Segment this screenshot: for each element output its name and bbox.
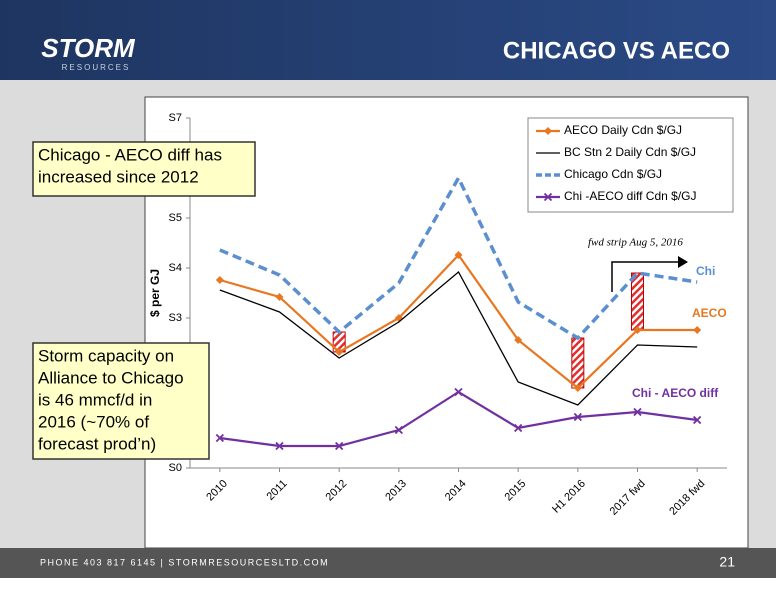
y-axis-label: $ per GJ: [148, 269, 162, 317]
callout-text: Chicago - AECO diff has: [38, 145, 222, 164]
callout-text: 2016 (~70% of: [38, 412, 149, 431]
footer-bar: [0, 548, 776, 578]
legend-marker: [543, 192, 553, 202]
series-line: [219, 174, 698, 341]
point: [693, 326, 702, 334]
series-line: [219, 270, 698, 406]
point: [693, 415, 702, 425]
fwd-arrow: [611, 261, 680, 292]
point: [275, 441, 284, 451]
legend-marker: [544, 127, 552, 135]
point: [573, 412, 582, 422]
point: [633, 407, 642, 417]
callout-box: [32, 141, 256, 197]
slide-title: CHICAGO VS AECO: [503, 37, 730, 64]
callout-text: increased since 2012: [38, 167, 199, 186]
page-number: 21: [719, 554, 735, 570]
point: [335, 348, 344, 356]
callout-text: Storm capacity on: [38, 346, 174, 365]
point: [275, 293, 284, 301]
legend-label: Chicago Cdn $/GJ: [564, 167, 662, 181]
legend-label: Chi -AECO diff Cdn $/GJ: [564, 189, 697, 203]
legend-box: [527, 117, 734, 213]
callout-text: forecast prod’n): [38, 434, 156, 453]
point: [394, 425, 403, 435]
point: [514, 423, 523, 433]
legend-label: AECO Daily Cdn $/GJ: [564, 123, 682, 137]
y-tick-label: S4: [169, 262, 182, 274]
diff-bar: [571, 337, 585, 389]
header-bar: [0, 0, 776, 80]
logo: STORM: [41, 33, 136, 63]
annotation-diff: Chi - AECO diff: [632, 386, 719, 400]
logo-sub: RESOURCES: [62, 63, 131, 72]
footer-contact: PHONE 403 817 6145 | STORMRESOURCESLTD.C…: [40, 557, 329, 567]
point: [454, 387, 463, 397]
callout-box: [32, 342, 210, 460]
fwd-arrowhead: [678, 256, 688, 268]
callout-text: is 46 mmcf/d in: [38, 390, 152, 409]
y-tick-label: S3: [169, 312, 182, 324]
annotation-aeco: AECO: [692, 306, 727, 320]
point: [215, 433, 224, 443]
legend-label: BC Stn 2 Daily Cdn $/GJ: [564, 145, 696, 159]
point: [514, 336, 523, 344]
point: [454, 251, 463, 259]
annotation-chi: Chi: [696, 264, 715, 278]
point: [573, 384, 582, 392]
point: [335, 441, 344, 451]
y-tick-label: S0: [169, 462, 182, 474]
point: [215, 276, 224, 284]
y-tick-label: S7: [169, 112, 182, 124]
y-tick-label: S5: [169, 212, 182, 224]
callout-text: Alliance to Chicago: [38, 368, 184, 387]
point: [633, 326, 642, 334]
diff-bar: [631, 272, 644, 331]
annotation-fwd: fwd strip Aug 5, 2016: [588, 237, 683, 249]
